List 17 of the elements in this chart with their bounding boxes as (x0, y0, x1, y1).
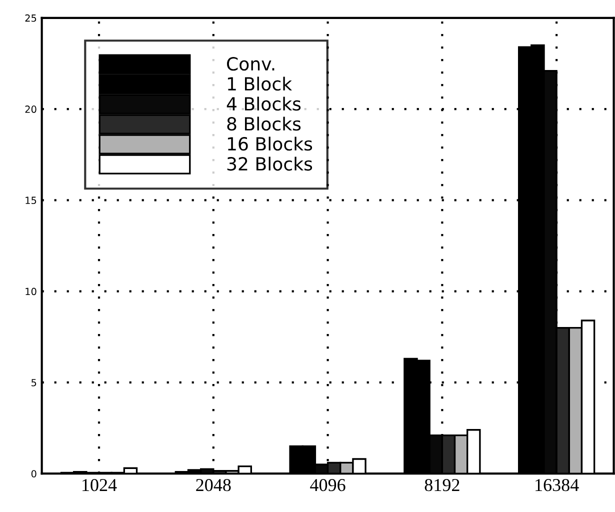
y-tick-label: 5 (32, 379, 36, 386)
y-tick-label: 0 (31, 470, 36, 478)
legend-label: Conv. (227, 57, 274, 71)
legend-label: 32 Blocks (227, 156, 312, 171)
x-tick-label: 8192 (424, 478, 460, 492)
legend-label: 16 Blocks (228, 136, 312, 151)
y-tick-label: 15 (26, 196, 36, 204)
x-tick-label: 16384 (536, 478, 579, 492)
y-tick-label: 10 (26, 288, 36, 296)
x-tick-label: 1024 (82, 478, 117, 492)
legend-label: 4 Blocks (226, 96, 301, 111)
x-tick-label: 4096 (310, 478, 346, 492)
y-tick-label: 25 (25, 14, 36, 22)
legend-label: 1 Block (228, 76, 292, 91)
y-tick-label: 20 (25, 106, 36, 113)
legend-label: 8 Blocks (227, 116, 301, 131)
x-tick-label: 2048 (196, 478, 231, 492)
